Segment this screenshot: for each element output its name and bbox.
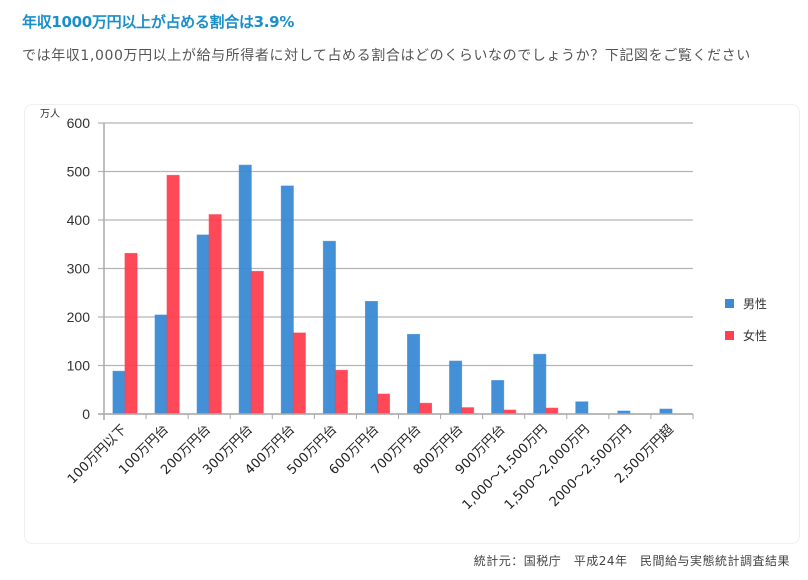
bar-male bbox=[533, 353, 547, 415]
bar-male bbox=[449, 360, 463, 415]
bar-male bbox=[491, 380, 505, 415]
bar-male bbox=[238, 164, 252, 415]
bar-female bbox=[376, 393, 390, 415]
bar-female bbox=[545, 407, 559, 415]
y-tick-label: 0 bbox=[82, 406, 90, 422]
y-tick-label: 500 bbox=[67, 164, 91, 180]
axes bbox=[98, 123, 694, 420]
y-tick-labels: 0 100 200 300 400 500 600 bbox=[67, 115, 91, 422]
bar-male bbox=[154, 314, 168, 415]
bar-male bbox=[322, 240, 336, 415]
source-note: 統計元：国税庁 平成24年 民間給与実態統計調査結果 bbox=[473, 554, 790, 568]
bar-female bbox=[461, 407, 475, 415]
bar-female bbox=[124, 252, 138, 415]
bar-male bbox=[575, 401, 589, 415]
bar-male bbox=[407, 333, 421, 415]
section-heading: 年収1000万円以上が占める割合は3.9% bbox=[22, 13, 295, 31]
gridlines bbox=[98, 122, 693, 415]
y-axis-unit-label: 万人 bbox=[40, 108, 60, 120]
intro-text: では年収1,000万円以上が給与所得者に対して占める割合はどのくらいなのでしょう… bbox=[22, 48, 751, 64]
bars bbox=[112, 164, 673, 415]
bar-female bbox=[334, 369, 348, 415]
legend-label: 女性 bbox=[743, 328, 767, 343]
y-tick-label: 600 bbox=[67, 115, 91, 131]
y-tick-label: 300 bbox=[67, 261, 91, 277]
bar-female bbox=[419, 402, 433, 415]
x-tick-label: 100万円以下 bbox=[65, 422, 130, 487]
bar-female bbox=[208, 214, 222, 415]
y-tick-label: 200 bbox=[67, 309, 91, 325]
bar-female bbox=[292, 332, 306, 415]
x-tick-labels: 100万円以下100万円台200万円台300万円台400万円台500万円台600… bbox=[65, 422, 677, 513]
bar-female bbox=[250, 270, 264, 415]
bar-male bbox=[112, 370, 126, 415]
chart-card bbox=[24, 104, 800, 544]
bar-male bbox=[364, 300, 378, 415]
bar-male bbox=[280, 185, 294, 415]
legend-swatch bbox=[725, 299, 734, 308]
legend-label: 男性 bbox=[743, 297, 767, 311]
bar-female bbox=[166, 174, 180, 415]
y-tick-label: 400 bbox=[67, 212, 91, 228]
y-tick-label: 100 bbox=[67, 358, 91, 374]
bar-male bbox=[196, 234, 210, 415]
legend-swatch bbox=[725, 331, 734, 340]
